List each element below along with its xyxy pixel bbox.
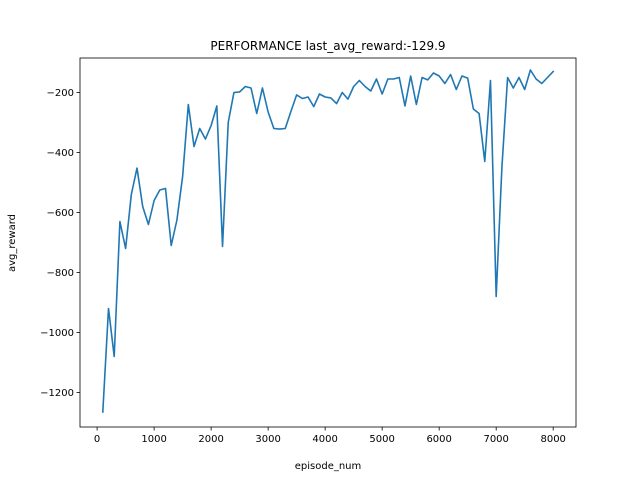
plot-area <box>79 57 577 428</box>
x-tick-label: 5000 <box>369 434 394 445</box>
y-tick-label: −1000 <box>40 328 74 339</box>
chart-title: PERFORMANCE last_avg_reward:-129.9 <box>210 39 445 53</box>
x-tick-label: 0 <box>94 434 100 445</box>
x-tick-label: 3000 <box>255 434 280 445</box>
y-tick-label: −400 <box>47 148 74 159</box>
y-tick-label: −800 <box>47 268 74 279</box>
y-tick-label: −600 <box>47 208 74 219</box>
y-tick-label: −200 <box>47 88 74 99</box>
x-axis-label: episode_num <box>295 461 362 472</box>
x-tick-label: 2000 <box>198 434 223 445</box>
x-tick-label: 8000 <box>540 434 565 445</box>
x-tick-label: 7000 <box>483 434 508 445</box>
axis-ticks: 0 1000 2000 3000 4000 5000 6000 7000 8000 −1200 −1… <box>40 88 566 445</box>
x-tick-label: 6000 <box>426 434 451 445</box>
y-tick-label: −1200 <box>40 388 74 399</box>
axes-frame <box>79 57 577 428</box>
x-tick-label: 4000 <box>312 434 337 445</box>
series-line-0 <box>101 69 555 413</box>
x-tick-label: 1000 <box>141 434 166 445</box>
y-axis-label: avg_reward <box>7 214 18 272</box>
